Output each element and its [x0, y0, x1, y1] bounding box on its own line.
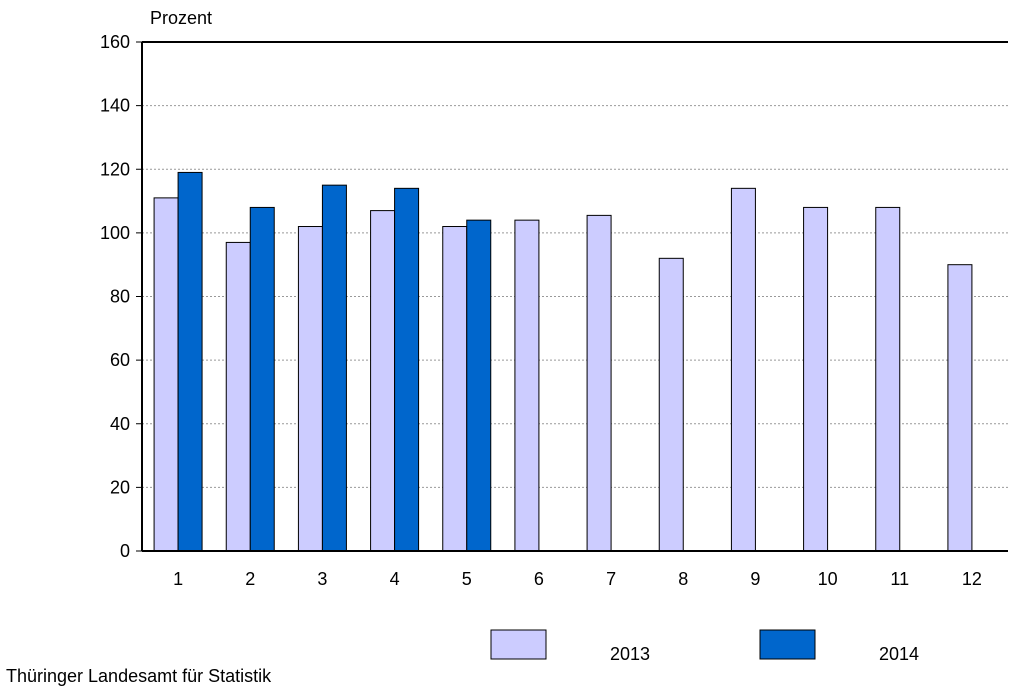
bar-2014-5 — [466, 219, 492, 552]
legend-swatch-2014 — [759, 629, 816, 660]
bar-2013-7 — [586, 214, 612, 552]
bar-2013-5 — [442, 226, 468, 552]
legend-label-2013: 2013 — [610, 644, 650, 664]
legend: 2013 2014 — [490, 629, 919, 664]
y-tick-label: 140 — [100, 96, 130, 116]
bar-2013-1 — [153, 197, 179, 552]
bar-2014-2 — [249, 206, 275, 552]
bar-2014-1 — [177, 171, 203, 552]
bar-2014-4 — [394, 187, 420, 552]
y-tick-label: 80 — [110, 287, 130, 307]
bar-2013-4 — [370, 210, 396, 552]
bar-2013-12 — [947, 264, 973, 552]
x-tick-label: 1 — [173, 569, 183, 589]
y-tick-label: 100 — [100, 223, 130, 243]
x-tick-label: 7 — [606, 569, 616, 589]
legend-label-2014: 2014 — [879, 644, 919, 664]
x-tick-label: 2 — [245, 569, 255, 589]
x-tick-label: 3 — [317, 569, 327, 589]
y-tick-label: 0 — [120, 541, 130, 561]
legend-swatch-2013 — [490, 629, 547, 660]
y-tick-label: 120 — [100, 159, 130, 179]
bar-2013-6 — [514, 219, 540, 552]
x-tick-label: 4 — [390, 569, 400, 589]
x-tick-label: 9 — [750, 569, 760, 589]
y-tick-label: 160 — [100, 32, 130, 52]
y-tick-label: 40 — [110, 414, 130, 434]
grid-lines — [142, 105, 1008, 488]
y-tick-label: 60 — [110, 350, 130, 370]
axes — [136, 41, 1008, 552]
x-tick-label: 8 — [678, 569, 688, 589]
y-axis-label: Prozent — [150, 8, 213, 28]
bar-2013-2 — [225, 241, 251, 552]
y-tick-labels: 0 20 40 60 80 100 120 140 160 — [100, 32, 130, 561]
x-tick-label: 6 — [534, 569, 544, 589]
bar-2013-10 — [803, 206, 829, 552]
source-note: Thüringer Landesamt für Statistik — [6, 666, 272, 686]
x-tick-label: 12 — [962, 569, 982, 589]
bar-2014-3 — [321, 184, 347, 552]
y-tick-label: 20 — [110, 477, 130, 497]
x-tick-label: 5 — [462, 569, 472, 589]
bar-2013-11 — [875, 206, 901, 552]
x-tick-labels: 1 2 3 4 5 6 7 8 9 10 11 12 — [173, 569, 982, 589]
x-tick-label: 10 — [818, 569, 838, 589]
bars — [153, 171, 973, 552]
bar-2013-3 — [297, 226, 323, 552]
bar-2013-9 — [730, 187, 756, 552]
x-tick-label: 11 — [890, 569, 909, 589]
bar-2013-8 — [658, 257, 684, 552]
